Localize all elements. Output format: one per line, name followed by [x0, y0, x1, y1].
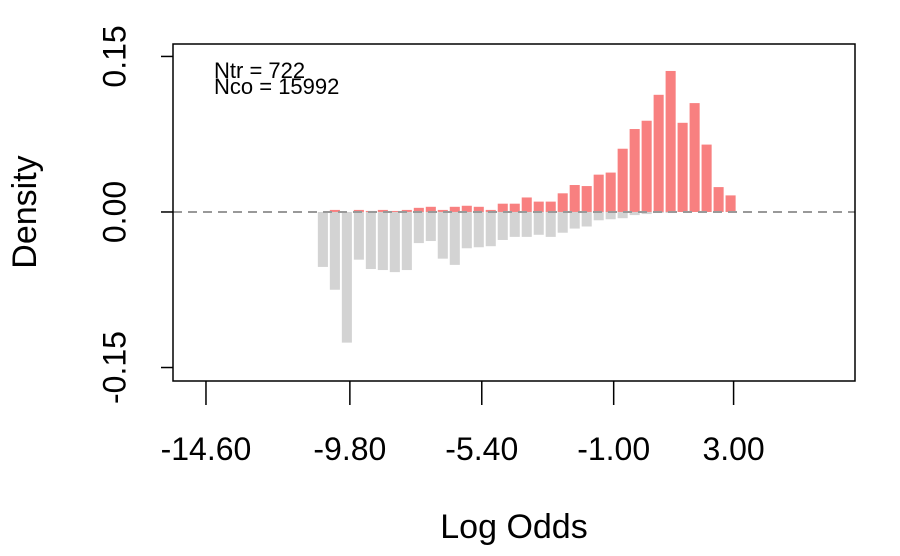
bar: [593, 211, 604, 221]
bar: [425, 211, 436, 242]
bar: [389, 210, 400, 212]
bar: [389, 211, 400, 273]
bar: [665, 70, 676, 212]
bar: [353, 209, 364, 212]
bar: [401, 209, 412, 212]
bar: [725, 195, 736, 212]
annotation: Ntr = 722: [214, 58, 305, 83]
bar: [497, 211, 508, 240]
x-tick-label: 3.00: [702, 431, 764, 467]
bar: [341, 211, 352, 343]
bar: [461, 205, 472, 212]
bar: [377, 209, 388, 212]
bar: [329, 211, 340, 290]
bar: [401, 211, 412, 271]
bar: [533, 211, 544, 235]
bar: [461, 211, 472, 249]
bar: [329, 209, 340, 212]
x-tick-label: -9.80: [313, 431, 386, 467]
bar: [509, 211, 520, 237]
bar: [545, 211, 556, 237]
x-tick-label: -5.40: [445, 431, 518, 467]
bar: [605, 172, 616, 212]
bar: [557, 193, 568, 212]
bar: [473, 206, 484, 212]
bar: [593, 174, 604, 212]
x-tick-label: -1.00: [577, 431, 650, 467]
bar: [317, 211, 328, 267]
bar: [485, 211, 496, 247]
bar: [617, 148, 628, 212]
bar: [617, 211, 628, 219]
bar: [605, 211, 616, 220]
annotation: Nco = 15992: [214, 74, 339, 99]
bar: [437, 209, 448, 212]
bar: [497, 203, 508, 212]
bar: [521, 197, 532, 212]
bar: [353, 211, 364, 260]
bar: [413, 211, 424, 244]
bar: [581, 211, 592, 227]
bar: [557, 211, 568, 233]
bar: [425, 206, 436, 212]
bar: [713, 187, 724, 212]
bar: [629, 129, 640, 212]
bar: [689, 103, 700, 212]
bar: [449, 211, 460, 265]
bar: [509, 203, 520, 212]
bar: [653, 94, 664, 212]
bar: [677, 122, 688, 212]
y-tick-label: 0.00: [96, 181, 132, 243]
bar: [701, 144, 712, 212]
bar: [449, 206, 460, 212]
bar: [581, 186, 592, 212]
bar: [473, 211, 484, 248]
x-axis-label: Log Odds: [440, 508, 587, 546]
y-axis-label: Density: [6, 155, 44, 268]
bar: [521, 211, 532, 237]
bar: [413, 207, 424, 212]
bar: [533, 201, 544, 212]
x-tick-label: -14.60: [161, 431, 252, 467]
bar: [629, 211, 640, 216]
bar: [641, 120, 652, 212]
bar: [437, 211, 448, 259]
bar: [377, 211, 388, 271]
bar: [569, 211, 580, 229]
y-tick-label: 0.15: [96, 25, 132, 87]
bar: [569, 185, 580, 212]
y-tick-label: -0.15: [96, 331, 132, 404]
bar: [485, 209, 496, 212]
bar: [641, 211, 652, 215]
bar: [365, 211, 376, 270]
bar: [545, 201, 556, 212]
